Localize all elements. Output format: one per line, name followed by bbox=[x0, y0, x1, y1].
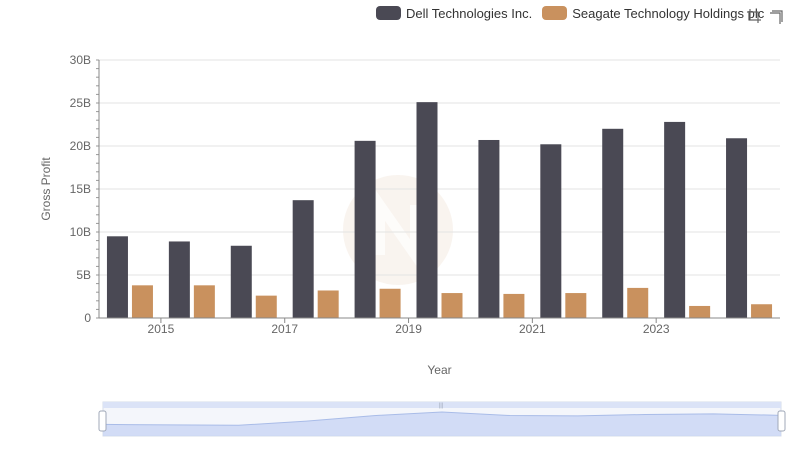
zoom-top-bar[interactable] bbox=[103, 402, 781, 408]
bar-seagate-2014[interactable] bbox=[131, 285, 153, 318]
bar-dell-2016[interactable] bbox=[230, 245, 252, 318]
bar-seagate-2023[interactable] bbox=[689, 305, 711, 318]
zoom-icon[interactable] bbox=[746, 8, 762, 24]
bar-seagate-2022[interactable] bbox=[627, 287, 649, 318]
bar-seagate-2017[interactable] bbox=[317, 290, 339, 318]
bar-seagate-2019[interactable] bbox=[441, 293, 463, 318]
bar-seagate-2016[interactable] bbox=[255, 295, 277, 318]
y-tick-label: 10B bbox=[70, 225, 91, 239]
zoom-handle-right[interactable] bbox=[777, 410, 786, 432]
bar-dell-2020[interactable] bbox=[478, 139, 500, 318]
bar-dell-2014[interactable] bbox=[106, 236, 128, 318]
y-tick-label: 30B bbox=[70, 53, 91, 67]
axis-labels-group: 0 5B 10B 15B 20B 25B 30B 2015 2017 2019 2021 2023 Ye… bbox=[39, 53, 670, 377]
y-tick-label: 25B bbox=[70, 96, 91, 110]
bar-dell-2019[interactable] bbox=[416, 102, 438, 318]
bars-group bbox=[106, 102, 773, 318]
x-axis-title: Year bbox=[427, 363, 451, 377]
legend-label-seagate: Seagate Technology Holdings plc bbox=[572, 5, 765, 21]
restore-icon[interactable] bbox=[768, 8, 784, 24]
bar-dell-2024[interactable] bbox=[726, 138, 748, 318]
bar-seagate-2015[interactable] bbox=[193, 285, 215, 318]
legend-swatch-dell bbox=[376, 6, 401, 20]
bar-seagate-2021[interactable] bbox=[565, 293, 587, 318]
y-tick-label: 15B bbox=[70, 182, 91, 196]
legend: Dell Technologies Inc. Seagate Technolog… bbox=[376, 4, 774, 22]
x-tick-label: 2017 bbox=[271, 322, 298, 336]
zoom-preview-area bbox=[103, 412, 781, 436]
bar-dell-2017[interactable] bbox=[292, 200, 314, 318]
x-tick-label: 2023 bbox=[643, 322, 670, 336]
chart-toolbar bbox=[746, 8, 790, 24]
y-tick-label: 20B bbox=[70, 139, 91, 153]
bar-seagate-2020[interactable] bbox=[503, 293, 525, 318]
x-tick-label: 2019 bbox=[395, 322, 422, 336]
bar-seagate-2018[interactable] bbox=[379, 288, 401, 318]
zoom-preview-line bbox=[102, 411, 782, 426]
bar-dell-2018[interactable] bbox=[354, 140, 376, 318]
y-tick-label: 0 bbox=[84, 311, 91, 325]
bar-dell-2021[interactable] bbox=[540, 144, 562, 318]
bar-dell-2023[interactable] bbox=[664, 121, 686, 318]
legend-item-seagate[interactable]: Seagate Technology Holdings plc bbox=[542, 6, 764, 21]
bar-seagate-2024[interactable] bbox=[751, 304, 773, 318]
bar-dell-2022[interactable] bbox=[602, 128, 624, 318]
legend-item-dell[interactable]: Dell Technologies Inc. bbox=[376, 6, 532, 21]
legend-swatch-seagate bbox=[542, 6, 568, 20]
zoom-handle-left[interactable] bbox=[98, 410, 107, 432]
axes-group bbox=[96, 59, 780, 323]
zoom-grip-icon[interactable]: ||| bbox=[439, 403, 444, 409]
y-tick-label: 5B bbox=[76, 268, 91, 282]
y-axis-title: Gross Profit bbox=[39, 157, 53, 221]
data-zoom-slider[interactable]: ||| bbox=[98, 401, 786, 437]
x-tick-label: 2015 bbox=[148, 322, 175, 336]
legend-label-dell: Dell Technologies Inc. bbox=[406, 5, 533, 21]
x-tick-label: 2021 bbox=[519, 322, 546, 336]
bar-dell-2015[interactable] bbox=[168, 241, 190, 318]
